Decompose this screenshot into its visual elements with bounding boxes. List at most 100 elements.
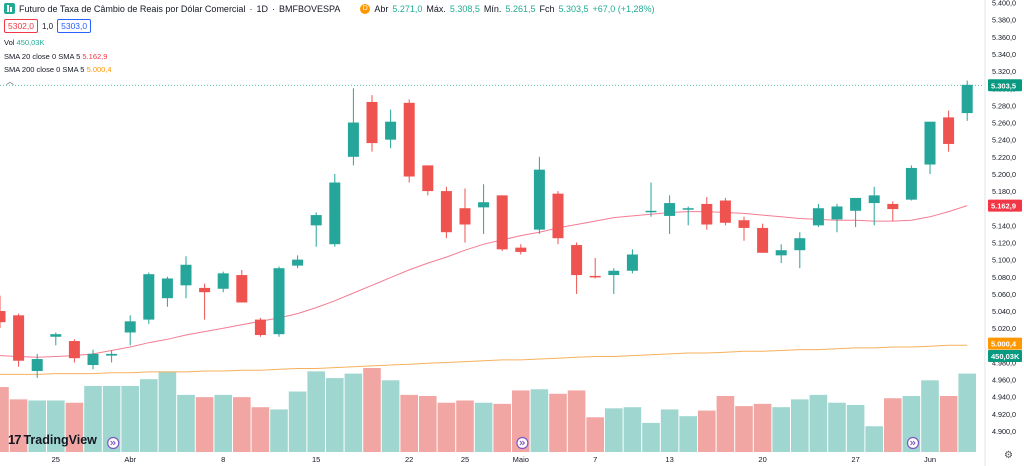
price-tick-label: 5.400,0 [992,0,1016,8]
tradingview-logo[interactable]: 17 TradingView [8,432,97,447]
price-tick-label: 4.940,0 [992,393,1016,402]
candle-body[interactable] [87,353,99,366]
candle-body[interactable] [812,208,824,226]
volume-bar [158,371,177,452]
ohlc-close-value: 5.303,5 [558,3,589,14]
candle-body[interactable] [106,353,118,356]
candle-body[interactable] [868,195,880,204]
time-tick-label: 15 [312,455,320,464]
candle-body[interactable] [68,341,80,359]
candle-body[interactable] [459,208,471,225]
candle-body[interactable] [50,334,62,337]
ohlc-open-label: Abr [374,3,389,14]
candle-body[interactable] [775,250,787,256]
volume-bar [753,403,772,452]
candle-body[interactable] [664,203,676,216]
time-tick-label: 13 [665,455,673,464]
volume-bar [9,399,28,452]
candle-body[interactable] [515,247,527,252]
candle-body[interactable] [385,121,397,140]
candle-body[interactable] [719,200,731,223]
price-tick-label: 5.080,0 [992,273,1016,282]
candle-body[interactable] [533,169,545,230]
tradingview-name: TradingView [23,432,97,447]
candle-body[interactable] [905,167,917,200]
sma200-legend[interactable]: SMA 200 close 0 SMA 5 5.000,4 [4,65,112,74]
buy-button[interactable]: 5303,0 [57,19,92,33]
chart-header: Futuro de Taxa de Câmbio de Reais por Dó… [4,3,655,14]
symbol-title[interactable]: Futuro de Taxa de Câmbio de Reais por Dó… [19,3,246,14]
volume-bar [177,394,195,452]
candle-body[interactable] [887,203,899,210]
candle-body[interactable] [794,238,806,251]
volume-bar [363,368,381,452]
candle-body[interactable] [850,197,862,211]
candle-body[interactable] [329,182,341,245]
candle-body[interactable] [143,274,155,320]
collapse-legend-icon[interactable]: ︿ [6,77,14,86]
candle-body[interactable] [13,315,25,361]
time-tick-label: 22 [405,455,413,464]
vol-value: 450,03K [16,38,45,47]
sell-button[interactable]: 5302,0 [4,19,38,33]
price-tick-label: 5.040,0 [992,307,1016,316]
candle-body[interactable] [440,191,452,233]
candle-body[interactable] [552,193,564,239]
candle-body[interactable] [645,210,657,213]
candle-body[interactable] [682,208,694,210]
sma20-value: 5.162,9 [82,52,108,61]
volume-bar [865,426,883,452]
candle-body[interactable] [626,254,638,271]
volume-indicator-legend[interactable]: Vol 450,03K [4,38,44,47]
volume-bar [47,400,65,452]
candle-body[interactable] [478,202,490,208]
volume-bar [772,407,790,452]
candle-body[interactable] [273,268,285,335]
candle-body[interactable] [403,102,415,177]
interval[interactable]: 1D [256,3,268,14]
candle-body[interactable] [254,319,266,336]
candle-body[interactable] [366,101,378,144]
volume-bar [214,394,232,452]
candle-body[interactable] [701,203,713,225]
volume-bar [828,402,846,452]
candle-body[interactable] [161,278,173,299]
volume-bar [102,385,121,452]
candle-body[interactable] [124,321,136,333]
candle-body[interactable] [924,121,936,165]
time-tick-label: 20 [758,455,766,464]
candle-body[interactable] [943,117,955,144]
time-tick-label: Maio [513,455,529,464]
candle-body[interactable] [757,227,769,253]
candle-body[interactable] [347,122,359,157]
event-marker-glyph [519,440,526,446]
candle-body[interactable] [831,206,843,220]
candle-body[interactable] [738,220,750,228]
axis-settings-icon[interactable]: ⚙ [1004,450,1013,461]
sma20-legend[interactable]: SMA 20 close 0 SMA 5 5.162,9 [4,52,107,61]
price-axis: 4.900,0 4.920,0 4.940,0 4.960,0 4.980,0 5.000… [984,0,1022,466]
candle-body[interactable] [0,311,6,323]
candle-body[interactable] [236,275,248,303]
volume-bar [512,390,530,452]
candle-body[interactable] [496,195,508,250]
candle-body[interactable] [217,273,229,289]
candle-body[interactable] [180,264,192,286]
candle-body[interactable] [589,275,601,278]
candle-body[interactable] [31,359,43,372]
candle-body[interactable] [310,215,322,226]
price-tick-label: 5.220,0 [992,153,1016,162]
candle-body[interactable] [199,287,211,293]
candle-body[interactable] [292,259,304,266]
candle-body[interactable] [961,84,973,114]
volume-bar [530,389,549,452]
delayed-badge[interactable]: D [360,3,371,14]
symbol-logo-icon [4,3,15,14]
time-tick-label: 25 [461,455,469,464]
candle-body[interactable] [571,245,583,276]
candle-body[interactable] [608,270,620,276]
ohlc-low-label: Mín. [483,3,502,14]
candle-body[interactable] [422,165,434,192]
price-tick-label: 5.140,0 [992,221,1016,230]
